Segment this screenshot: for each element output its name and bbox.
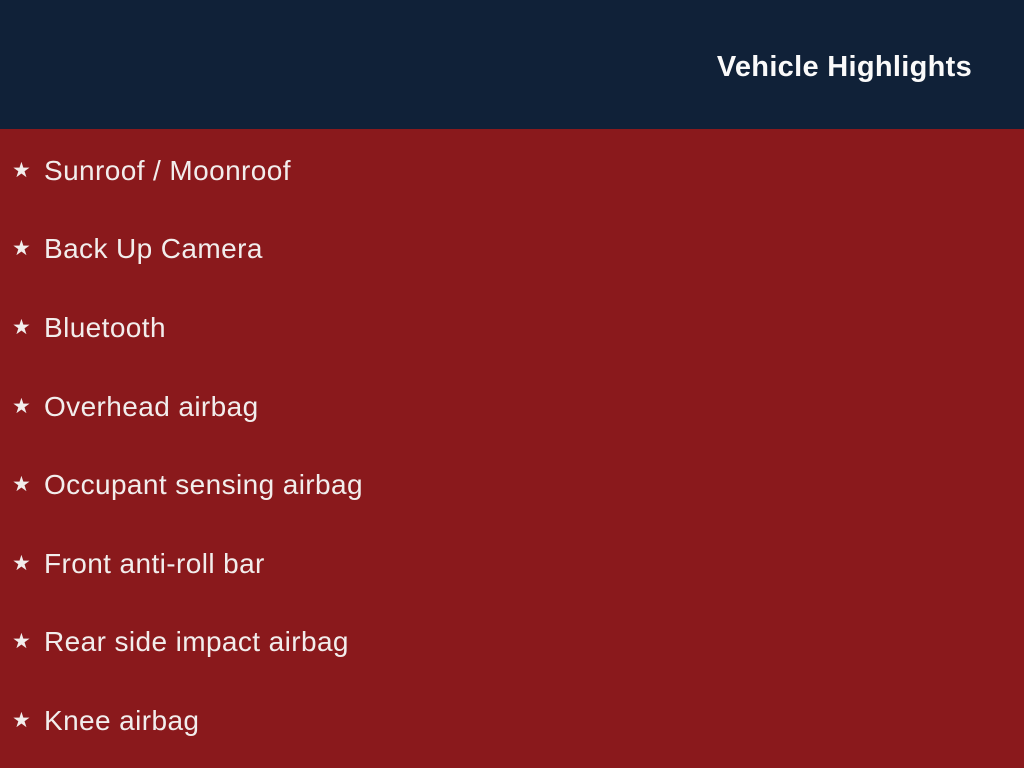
list-item: ★ Sunroof / Moonroof: [0, 132, 1024, 211]
star-icon: ★: [12, 708, 31, 732]
star-icon: ★: [12, 315, 31, 339]
star-icon: ★: [12, 551, 31, 575]
list-item-label: Occupant sensing airbag: [44, 469, 363, 501]
list-item: ★ Overhead airbag: [0, 368, 1024, 447]
list-item: ★ Occupant sensing airbag: [0, 446, 1024, 525]
star-icon: ★: [12, 237, 31, 261]
list-item-label: Sunroof / Moonroof: [44, 154, 291, 186]
list-item: ★ Front anti-roll bar: [0, 525, 1024, 604]
list-item-label: Bluetooth: [44, 312, 166, 344]
list-item-label: Back Up Camera: [44, 233, 263, 265]
list-item-label: Overhead airbag: [44, 390, 259, 422]
list-item: ★ Bluetooth: [0, 289, 1024, 368]
list-item: ★ Rear side impact airbag: [0, 604, 1024, 683]
star-icon: ★: [12, 394, 31, 418]
list-item-label: Front anti-roll bar: [44, 547, 265, 579]
star-icon: ★: [12, 630, 31, 654]
list-item-label: Rear side impact airbag: [44, 626, 349, 658]
star-icon: ★: [12, 473, 31, 497]
highlights-body: ★ Sunroof / Moonroof ★ Back Up Camera ★ …: [0, 129, 1024, 768]
page-title: Vehicle Highlights: [716, 51, 972, 83]
list-item-label: Knee airbag: [44, 705, 200, 737]
star-icon: ★: [12, 158, 31, 182]
header-bar: Vehicle Highlights: [0, 0, 1024, 129]
list-item: ★ Knee airbag: [0, 682, 1024, 761]
highlights-list: ★ Sunroof / Moonroof ★ Back Up Camera ★ …: [0, 132, 1024, 761]
list-item: ★ Back Up Camera: [0, 211, 1024, 290]
